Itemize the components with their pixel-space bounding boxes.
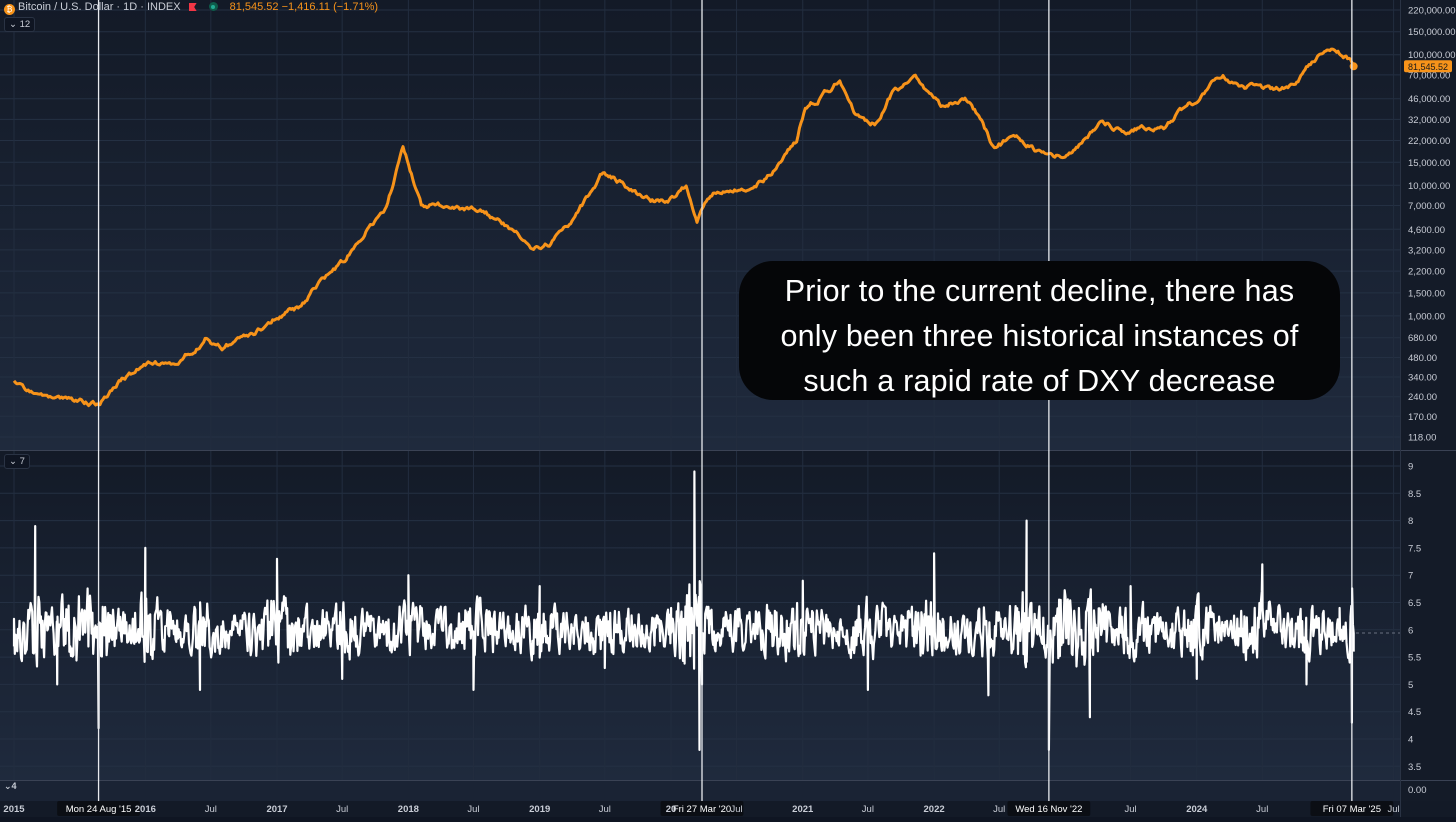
axes: 220,000.00 150,000.00 100,000.00 70,000.00 4… (3, 6, 1455, 816)
date-marker-badge (1310, 801, 1394, 816)
x-tick-label: Jul (467, 804, 479, 815)
callout-line-2: only been three historical instances of (780, 319, 1299, 353)
price-tick-label: 1,000.00 (1408, 311, 1445, 322)
flag-icon[interactable] (188, 3, 197, 11)
last-price-badge-label: 81,545.52 (1408, 62, 1448, 72)
price-pane-collapse-button[interactable]: ⌄ 12 (4, 17, 36, 32)
bitcoin-icon: ₿ (4, 4, 15, 15)
price-tick-label: 170.00 (1408, 412, 1437, 423)
chevron-down-icon: ⌄ (4, 781, 12, 791)
date-marker-label: Fri 27 Mar '20 (673, 804, 731, 815)
indicator-tick-label: 9 (1408, 462, 1413, 473)
indicator-tick-label: 4 (1408, 735, 1413, 746)
symbol-title[interactable]: Bitcoin / U.S. Dollar · 1D · INDEX (18, 1, 181, 13)
x-tick-label: 2022 (924, 804, 945, 815)
price-tick-label: 680.00 (1408, 333, 1437, 344)
price-last-point (1349, 62, 1358, 71)
last-price-badge (1404, 60, 1452, 73)
indicator-pane-count: 7 (19, 456, 25, 467)
price-tick-label: 240.00 (1408, 392, 1437, 403)
price-tick-label: 10,000.00 (1408, 181, 1450, 192)
indicator-tick-label: 5.5 (1408, 653, 1421, 664)
x-tick-label: 2024 (1186, 804, 1208, 815)
symbol-header[interactable]: ₿ Bitcoin / U.S. Dollar · 1D · INDEX 81,54… (4, 1, 378, 15)
indicator-tick-label: 8 (1408, 516, 1413, 527)
x-tick-label: Jul (1256, 804, 1268, 815)
x-tick-label: Jul (862, 804, 874, 815)
indicator-tick-label: 6 (1408, 625, 1413, 636)
x-tick-label: Jul (205, 804, 217, 815)
price-tick-label: 15,000.00 (1408, 158, 1450, 169)
date-marker-badge (57, 801, 140, 816)
price-tick-label: 7,000.00 (1408, 201, 1445, 212)
indicator-tick-label: 5 (1408, 680, 1413, 691)
x-tick-label: 2016 (135, 804, 156, 815)
date-marker-label: Wed 16 Nov '22 (1015, 804, 1082, 815)
callout-line-3: such a rapid rate of DXY decrease (803, 364, 1276, 398)
price-tick-label: 4,600.00 (1408, 225, 1445, 236)
indicator-tick-label: 7.5 (1408, 543, 1421, 554)
date-marker-label: Mon 24 Aug '15 (66, 804, 132, 815)
last-price: 81,545.52 (229, 1, 279, 13)
x-tick-label: 2015 (3, 804, 25, 815)
x-tick-label: 2017 (266, 804, 287, 815)
date-markers: Mon 24 Aug '15 Fri 27 Mar '20 Wed 16 Nov '… (57, 0, 1394, 816)
date-marker-label: Fri 07 Mar '25 (1323, 804, 1381, 815)
x-tick-label: 2018 (398, 804, 419, 815)
x-tick-label: 2021 (792, 804, 814, 815)
chevron-down-icon: ⌄ (9, 19, 17, 30)
x-tick-label: Jul (993, 804, 1005, 815)
x-tick-label: Jul (730, 804, 742, 815)
bottom-pane-tick-label: 0.00 (1408, 785, 1427, 796)
date-marker-badge (1007, 801, 1091, 816)
market-status-dot-icon (208, 2, 218, 11)
indicator-tick-label: 4.5 (1408, 707, 1421, 718)
price-pane-count: 12 (19, 19, 31, 30)
x-tick-label: Jul (1388, 804, 1400, 815)
price-tick-label: 150,000.00 (1408, 27, 1456, 38)
indicator-tick-label: 6.5 (1408, 598, 1421, 609)
price-tick-label: 46,000.00 (1408, 94, 1450, 105)
x-tick-label: 20 (666, 804, 677, 815)
price-tick-label: 118.00 (1408, 433, 1436, 444)
price-tick-label: 70,000.00 (1408, 70, 1450, 81)
x-tick-label: 2019 (529, 804, 550, 815)
indicator-tick-label: 3.5 (1408, 762, 1421, 773)
price-tick-label: 480.00 (1408, 353, 1437, 364)
bottom-pane-collapse-button[interactable]: ⌄4 (4, 781, 22, 793)
chevron-down-icon: ⌄ (9, 456, 17, 467)
price-tick-label: 2,200.00 (1408, 267, 1445, 278)
price-tick-label: 340.00 (1408, 372, 1437, 383)
price-tick-label: 100,000.00 (1408, 50, 1456, 61)
indicator-tick-label: 8.5 (1408, 489, 1421, 500)
price-change: −1,416.11 (−1.71%) (281, 1, 379, 13)
price-tick-label: 220,000.00 (1408, 6, 1456, 17)
x-tick-label: Jul (1124, 804, 1136, 815)
date-marker-badge (660, 801, 744, 816)
indicator-line (12, 470, 1355, 752)
callout-line-1: Prior to the current decline, there has (784, 274, 1295, 308)
price-tick-label: 1,500.00 (1408, 288, 1445, 299)
price-tick-label: 32,000.00 (1408, 115, 1450, 126)
price-line (12, 47, 1356, 408)
annotation-callout: Prior to the current decline, there has … (739, 261, 1340, 400)
bottom-pane-count: 4 (11, 781, 17, 791)
indicator-tick-label: 7 (1408, 571, 1413, 582)
indicator-pane-collapse-button[interactable]: ⌄ 7 (4, 454, 30, 469)
indicator-series (12, 470, 1355, 752)
x-tick-label: Jul (599, 804, 611, 815)
x-tick-label: Jul (336, 804, 348, 815)
price-tick-label: 22,000.00 (1408, 136, 1450, 147)
price-tick-label: 3,200.00 (1408, 245, 1445, 256)
